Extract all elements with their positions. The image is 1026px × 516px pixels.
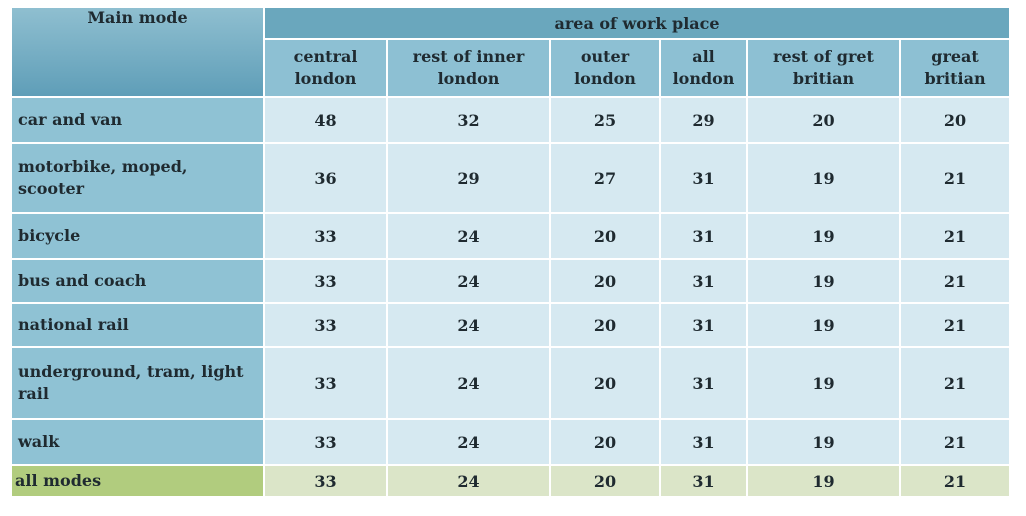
table-cell: 21: [898, 464, 1012, 498]
table-cell: 19: [746, 346, 901, 420]
column-header: rest of gret britian: [746, 38, 901, 98]
header-row-columns: central london rest of inner london outer lon…: [11, 38, 1012, 98]
table-cell: 31: [659, 142, 748, 214]
table-cell: 21: [898, 212, 1012, 260]
table-cell: 31: [659, 212, 748, 260]
row-label: walk: [10, 418, 265, 466]
table-cell: 33: [263, 212, 388, 260]
table-body: car and van 48 32 25 29 20 20 motorbike, moped,…: [10, 96, 1012, 498]
table-cell: 33: [263, 464, 388, 498]
table-cell: 24: [386, 418, 551, 466]
header-row-group: Main mode area of work place: [10, 6, 1012, 98]
table-cell: 19: [746, 142, 901, 214]
table-cell: 21: [898, 418, 1012, 466]
table-cell: 24: [386, 258, 551, 304]
table-cell: 31: [659, 418, 748, 466]
column-header: outer london: [549, 38, 661, 98]
table-row: underground, tram, light rail 33 24 20 31 19 21: [10, 346, 1012, 420]
table-cell: 33: [263, 418, 388, 466]
row-label: all modes: [10, 464, 265, 498]
table-cell: 20: [549, 464, 661, 498]
commute-table: Main mode area of work place central lond…: [10, 6, 1012, 498]
table-cell: 21: [898, 258, 1012, 304]
table-cell: 20: [549, 302, 661, 348]
row-label: bicycle: [10, 212, 265, 260]
table-cell: 24: [386, 464, 551, 498]
row-label: bus and coach: [10, 258, 265, 304]
table-cell: 19: [746, 418, 901, 466]
table-cell: 32: [386, 96, 551, 144]
table-cell: 29: [386, 142, 551, 214]
table-cell: 24: [386, 302, 551, 348]
table-cell: 29: [659, 96, 748, 144]
table-cell: 24: [386, 212, 551, 260]
table-cell: 36: [263, 142, 388, 214]
table-cell: 21: [898, 142, 1012, 214]
table-cell: 48: [263, 96, 388, 144]
table-row: car and van 48 32 25 29 20 20: [10, 96, 1012, 144]
group-header: area of work place: [262, 6, 1012, 40]
table-cell: 33: [263, 346, 388, 420]
table-row: walk 33 24 20 31 19 21: [10, 418, 1012, 466]
table-cell: 25: [549, 96, 661, 144]
table-cell: 33: [263, 258, 388, 304]
table-cell: 31: [659, 258, 748, 304]
table-cell: 20: [549, 258, 661, 304]
row-label: motorbike, moped, scooter: [10, 142, 265, 214]
table-cell: 20: [746, 96, 901, 144]
total-row: all modes 33 24 20 31 19 21: [10, 464, 1012, 498]
row-label: national rail: [10, 302, 265, 348]
table-cell: 24: [386, 346, 551, 420]
row-label: underground, tram, light rail: [10, 346, 265, 420]
table-row: bicycle 33 24 20 31 19 21: [10, 212, 1012, 260]
table-cell: 21: [898, 302, 1012, 348]
table-cell: 31: [659, 346, 748, 420]
table-cell: 19: [746, 258, 901, 304]
table-cell: 21: [898, 346, 1012, 420]
column-header: central london: [263, 38, 388, 98]
table-row: bus and coach 33 24 20 31 19 21: [10, 258, 1012, 304]
table-row: national rail 33 24 20 31 19 21: [10, 302, 1012, 348]
column-header: all london: [659, 38, 748, 98]
table-cell: 31: [659, 464, 748, 498]
corner-header: Main mode: [10, 6, 265, 98]
table-row: motorbike, moped, scooter 36 29 27 31 19 21: [10, 142, 1012, 214]
row-label: car and van: [10, 96, 265, 144]
table-cell: 20: [898, 96, 1012, 144]
column-header: great britian: [898, 38, 1012, 98]
table-cell: 19: [746, 464, 901, 498]
table-cell: 20: [549, 346, 661, 420]
table-cell: 33: [263, 302, 388, 348]
table-cell: 20: [549, 212, 661, 260]
table-cell: 19: [746, 302, 901, 348]
table-cell: 27: [549, 142, 661, 214]
column-header: rest of inner london: [386, 38, 551, 98]
table-cell: 19: [746, 212, 901, 260]
table-cell: 31: [659, 302, 748, 348]
table-cell: 20: [549, 418, 661, 466]
